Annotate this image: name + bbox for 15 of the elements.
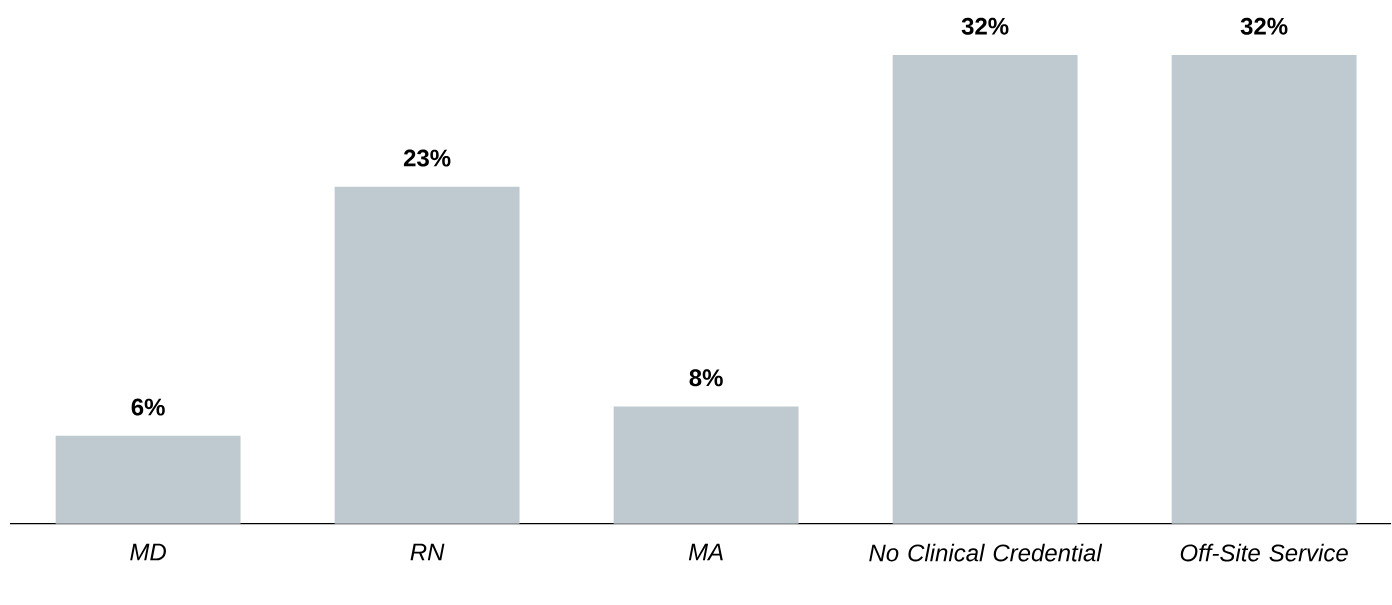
data-label: 32% <box>961 17 1009 35</box>
data-label: 23% <box>403 149 451 167</box>
x-tick-label: Off-Site Service <box>1180 544 1348 562</box>
bar <box>334 186 520 524</box>
bar <box>613 406 799 524</box>
bar <box>892 55 1078 524</box>
x-tick-label: RN <box>410 544 445 561</box>
data-label: 6% <box>131 398 165 416</box>
x-tick-label: No Clinical Credential <box>869 544 1103 562</box>
data-label: 8% <box>689 369 723 387</box>
bar <box>55 435 241 524</box>
data-label: 32% <box>1240 17 1288 35</box>
x-tick-label: MD <box>130 544 166 561</box>
x-tick-label: MA <box>688 544 723 561</box>
bar <box>1171 55 1357 524</box>
